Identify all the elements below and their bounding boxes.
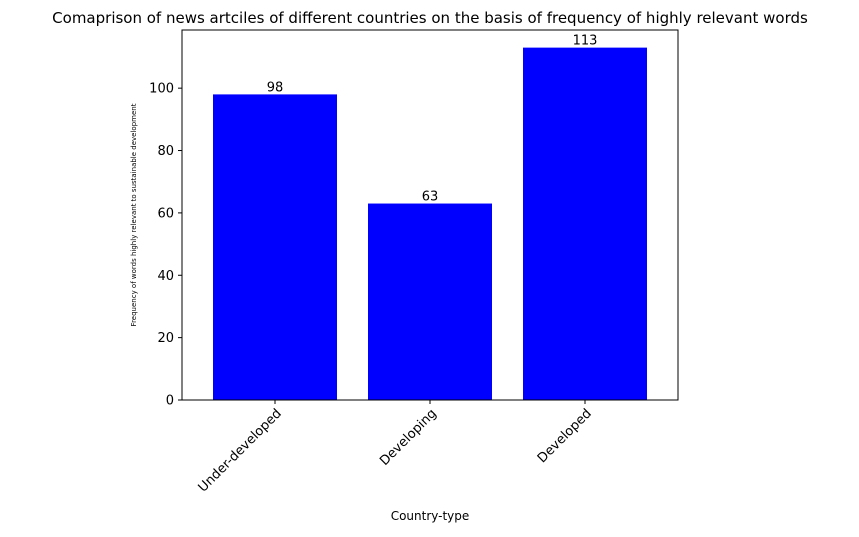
y-tick-label: 20 (157, 331, 174, 346)
y-tick-label: 100 (149, 82, 174, 97)
bars-layer (213, 47, 647, 401)
bar-under-developed (213, 94, 337, 401)
x-tick-label: Developed (535, 406, 595, 466)
x-tick-label: Developing (377, 406, 440, 469)
y-tick-label: 40 (157, 269, 174, 284)
bar-value-label: 63 (422, 190, 439, 205)
y-axis: 0 20 40 60 80 100 (149, 82, 182, 409)
x-axis: Under-developed Developing Developed (196, 400, 595, 495)
bar-developing (368, 203, 492, 400)
bar-developed (523, 47, 647, 401)
y-tick-label: 60 (157, 206, 174, 221)
y-tick-label: 0 (166, 394, 174, 409)
bar-value-label: 98 (267, 80, 284, 95)
value-labels-layer: 98 63 113 (267, 34, 598, 205)
y-tick-label: 80 (157, 144, 174, 159)
bar-value-label: 113 (573, 34, 598, 49)
x-axis-label: Country-type (391, 509, 470, 523)
chart-title: Comaprison of news artciles of different… (52, 9, 808, 27)
plot-frame (181, 29, 679, 401)
y-axis-label: Frequency of words highly relevant to su… (130, 103, 138, 326)
x-tick-label: Under-developed (196, 406, 285, 495)
